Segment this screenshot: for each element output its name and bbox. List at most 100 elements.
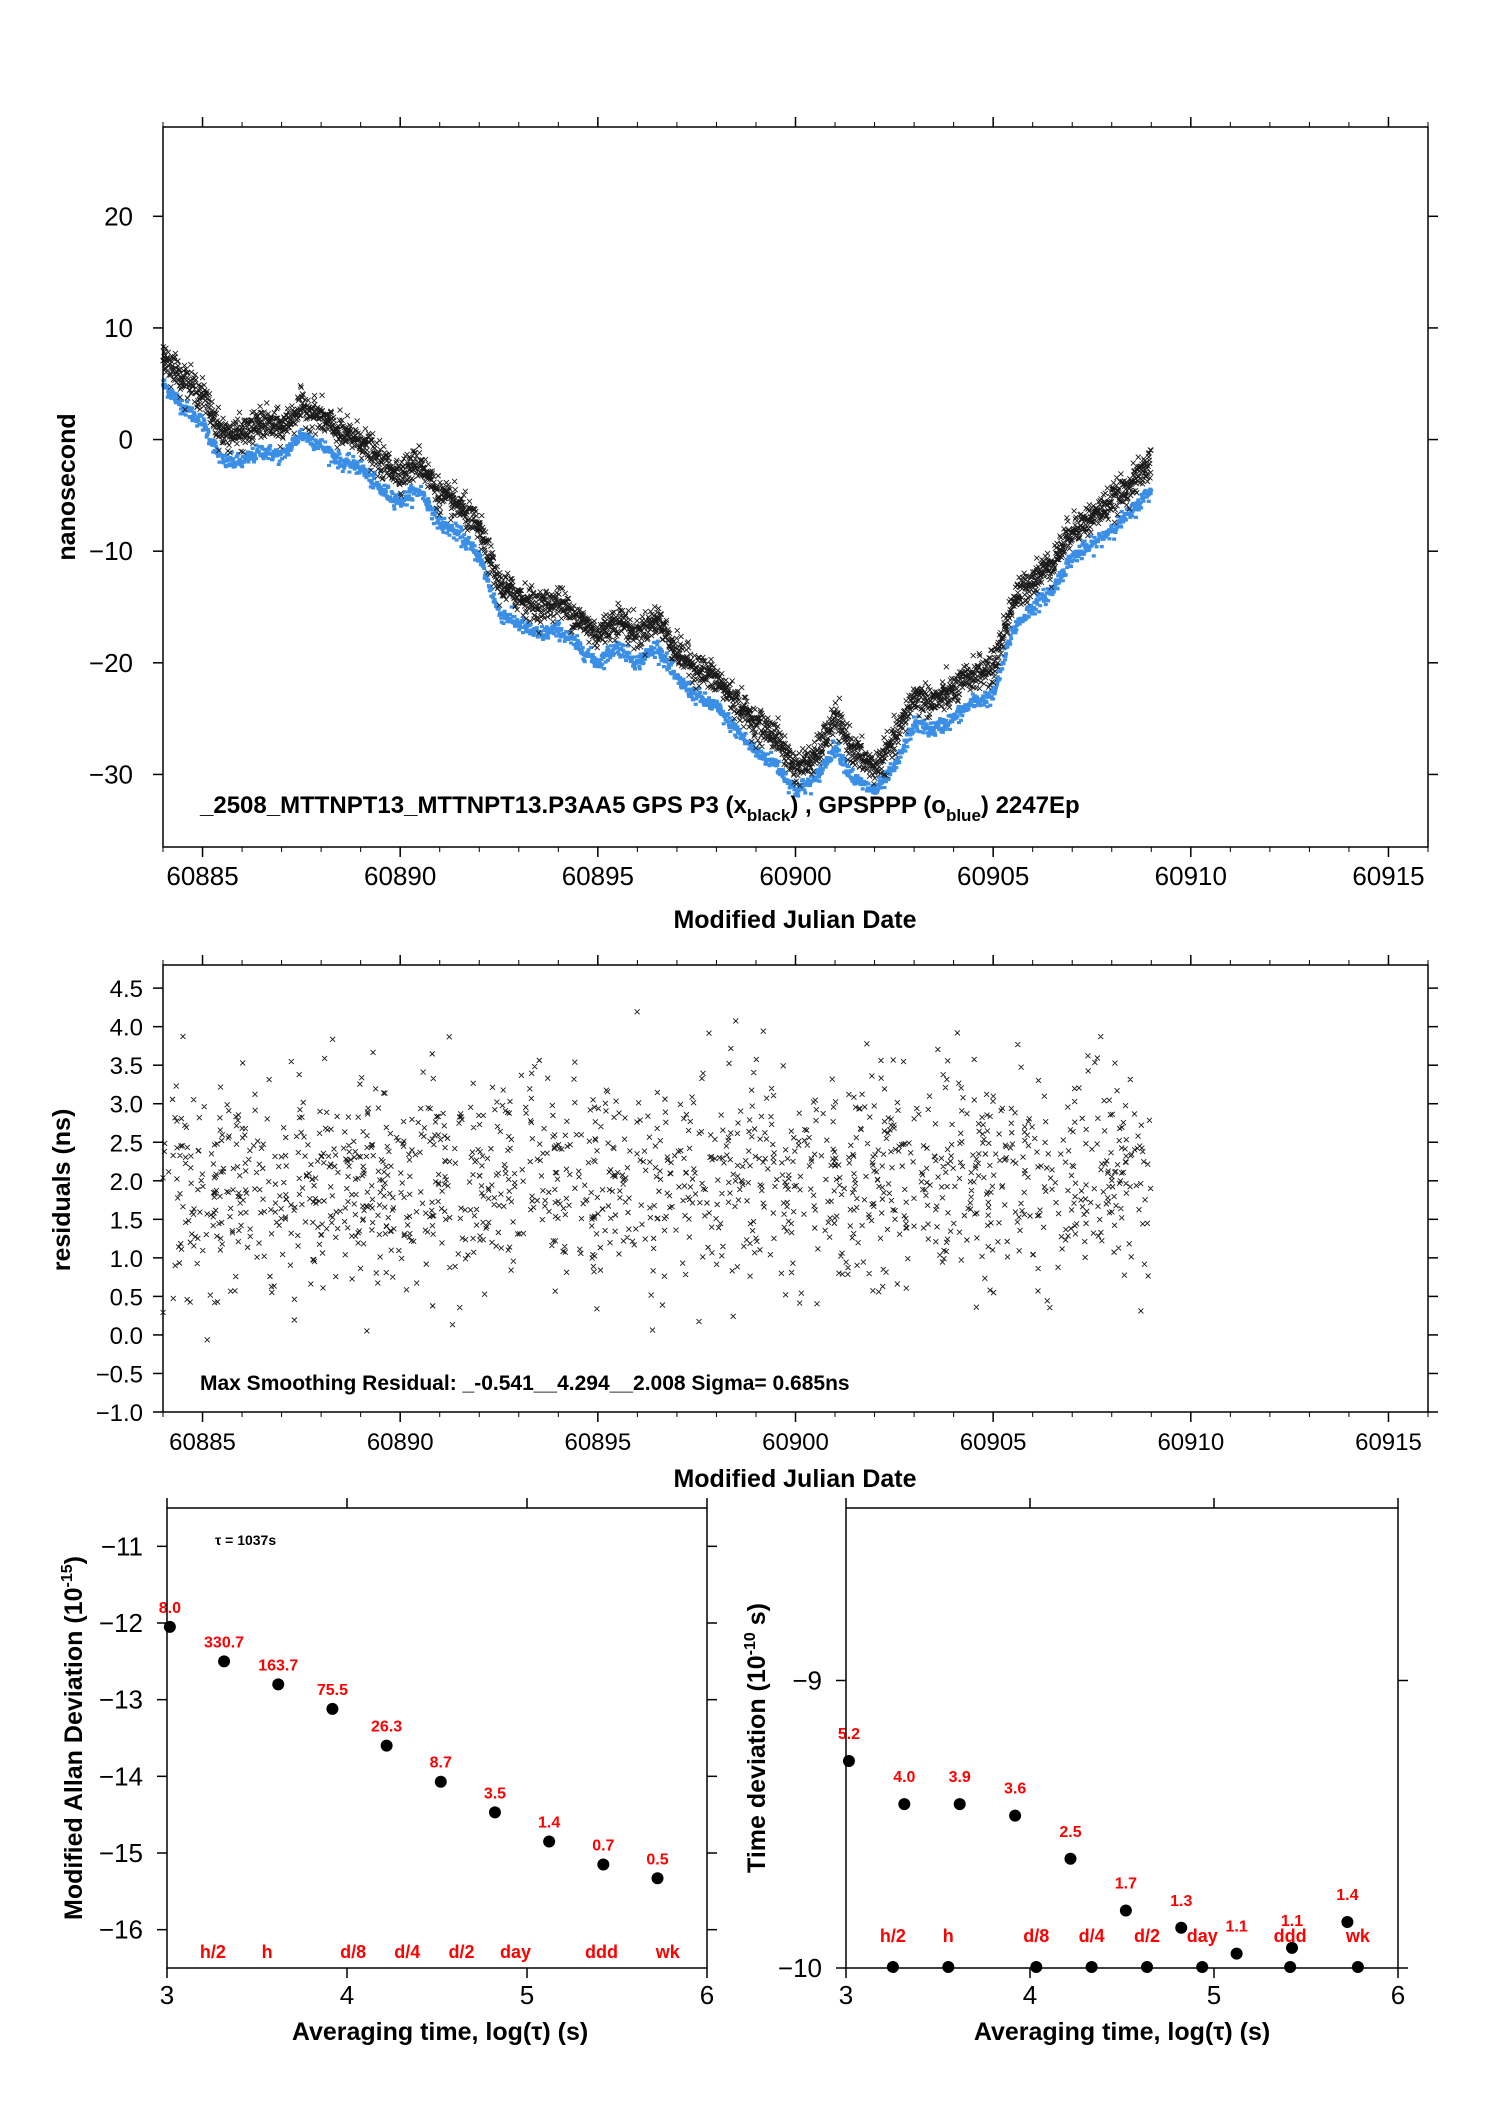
interval-label: h/2 xyxy=(880,1926,906,1946)
y-axis-label: residuals (ns) xyxy=(48,1109,76,1272)
x-tick-label: 60905 xyxy=(960,1429,1027,1456)
y-axis-label: nanosecond xyxy=(53,413,81,560)
y-tick-label: 20 xyxy=(104,201,133,231)
tau-annotation: τ = 1037s xyxy=(215,1532,276,1548)
point-label: 1.1 xyxy=(1226,1919,1248,1936)
y-tick-label: −10 xyxy=(778,1953,822,1983)
x-tick-label: 4 xyxy=(1023,1980,1037,2010)
x-tick-label: 60900 xyxy=(759,861,831,891)
x-tick-label: 5 xyxy=(520,1980,534,2010)
x-tick-label: 5 xyxy=(1207,1980,1221,2010)
y-tick-label: −1.0 xyxy=(96,1400,143,1427)
mod-allan-data: 8.0 330.7 163.7 75.5 26.3 8.7 3.5 1.4 0.7 0.5 h/2 h… xyxy=(159,1600,681,1962)
x-tick-label: 60885 xyxy=(169,1429,236,1456)
time-series-panel: 60885 60890 60895 60900 60905 60910 60915 20 10 0… xyxy=(53,117,1438,934)
y-tick-label: 0 xyxy=(119,425,133,455)
interval-label: ddd xyxy=(585,1942,618,1962)
mod-allan-panel: 8.0 330.7 163.7 75.5 26.3 8.7 3.5 1.4 0.7 0.5 h/2 h… xyxy=(59,1498,717,2046)
y-axis-label: Time deviation (10-10 s) xyxy=(742,1603,771,1873)
residuals-panel: 60885 60890 60895 60900 60905 60910 60915 4.5 4.… xyxy=(48,955,1438,1493)
point-label: 1.1 xyxy=(1281,1913,1303,1930)
data-point xyxy=(1175,1921,1188,1934)
residual-summary: Max Smoothing Residual: _-0.541__4.294__… xyxy=(200,1372,850,1395)
axis-ticks: 60885 60890 60895 60900 60905 60910 60915 4.5 4.… xyxy=(96,955,1438,1456)
interval-marker xyxy=(1141,1961,1154,1973)
point-label: 1.4 xyxy=(538,1815,560,1832)
data-point xyxy=(488,1806,501,1819)
point-label: 1.4 xyxy=(1336,1887,1358,1904)
x-tick-label: 60895 xyxy=(562,861,634,891)
interval-label: d/8 xyxy=(1023,1926,1049,1946)
point-label: 75.5 xyxy=(317,1682,348,1699)
interval-label: h xyxy=(262,1942,273,1962)
x-axis-label: Modified Julian Date xyxy=(673,906,916,934)
y-tick-label: −10 xyxy=(89,536,133,566)
y-tick-label: 10 xyxy=(104,313,133,343)
interval-label: h xyxy=(943,1926,954,1946)
residual-points xyxy=(160,1008,1154,1343)
interval-label: d/8 xyxy=(340,1942,366,1962)
x-tick-label: 3 xyxy=(160,1980,174,2010)
interval-marker xyxy=(1085,1961,1098,1973)
y-axis-label: Modified Allan Deviation (10-15) xyxy=(59,1556,88,1920)
y-tick-label: 1.0 xyxy=(110,1246,143,1273)
x-tick-label: 6 xyxy=(1391,1980,1405,2010)
data-point xyxy=(1341,1916,1354,1928)
point-label: 2.5 xyxy=(1059,1824,1081,1841)
y-tick-label: −13 xyxy=(99,1685,143,1715)
x-tick-label: 60910 xyxy=(1155,861,1227,891)
plot-frame xyxy=(166,1507,708,1969)
y-tick-label: 4.0 xyxy=(110,1015,143,1042)
point-label: 0.7 xyxy=(592,1838,614,1855)
y-tick-label: 2.5 xyxy=(110,1130,143,1157)
data-point xyxy=(1286,1941,1299,1954)
x-axis-label: Averaging time, log(τ) (s) xyxy=(292,2018,588,2046)
point-label: 4.0 xyxy=(893,1769,915,1786)
y-tick-label: −15 xyxy=(99,1838,143,1868)
x-tick-label: 60900 xyxy=(762,1429,829,1456)
x-tick-label: 60905 xyxy=(957,861,1029,891)
x-tick-label: 60910 xyxy=(1157,1429,1224,1456)
y-tick-label: 4.5 xyxy=(110,976,143,1003)
y-tick-label: −9 xyxy=(792,1666,822,1696)
y-tick-label: −11 xyxy=(101,1531,143,1561)
interval-label: d/2 xyxy=(448,1942,474,1962)
time-deviation-panel: 5.2 4.0 3.9 3.6 2.5 1.7 1.3 1.1 1.1 1.4 h/2 h d/8 d/4… xyxy=(742,1498,1408,2046)
data-point xyxy=(434,1775,447,1788)
y-tick-label: −20 xyxy=(89,648,133,678)
interval-label: ddd xyxy=(1274,1926,1307,1946)
interval-label: wk xyxy=(1345,1926,1371,1946)
data-point xyxy=(953,1798,966,1811)
x-tick-label: 60890 xyxy=(367,1429,434,1456)
data-point xyxy=(272,1678,285,1691)
y-tick-label: 0.5 xyxy=(110,1284,143,1311)
data-point xyxy=(543,1835,556,1848)
point-label: 330.7 xyxy=(204,1634,244,1651)
x-tick-label: 60890 xyxy=(364,861,436,891)
point-label: 26.3 xyxy=(371,1719,402,1736)
axis-ticks: 3 4 5 6 −9 −10 xyxy=(778,1498,1408,2010)
plot-title: _2508_MTTNPT13_MTTNPT13.P3AA5 GPS P3 (xb… xyxy=(199,792,1080,825)
data-point xyxy=(1064,1852,1077,1865)
data-point xyxy=(651,1872,664,1885)
y-tick-label: 1.5 xyxy=(110,1207,143,1234)
interval-marker xyxy=(886,1961,899,1973)
y-tick-label: −0.5 xyxy=(96,1361,143,1388)
data-point xyxy=(898,1798,911,1811)
y-tick-label: 3.0 xyxy=(110,1092,143,1119)
data-point xyxy=(1119,1904,1132,1917)
point-label: 8.7 xyxy=(430,1755,452,1772)
interval-marker xyxy=(1284,1961,1297,1973)
point-label: 163.7 xyxy=(258,1657,298,1674)
interval-label: h/2 xyxy=(200,1942,226,1962)
point-label: 5.2 xyxy=(838,1726,860,1743)
point-label: 1.3 xyxy=(1170,1893,1192,1910)
x-axis-label: Modified Julian Date xyxy=(673,1465,916,1493)
y-tick-label: 2.0 xyxy=(110,1169,143,1196)
interval-label: wk xyxy=(655,1942,681,1962)
point-label: 0.5 xyxy=(646,1851,668,1868)
x-tick-label: 60915 xyxy=(1352,861,1424,891)
point-label: 3.5 xyxy=(484,1785,506,1802)
interval-marker xyxy=(1196,1961,1209,1973)
